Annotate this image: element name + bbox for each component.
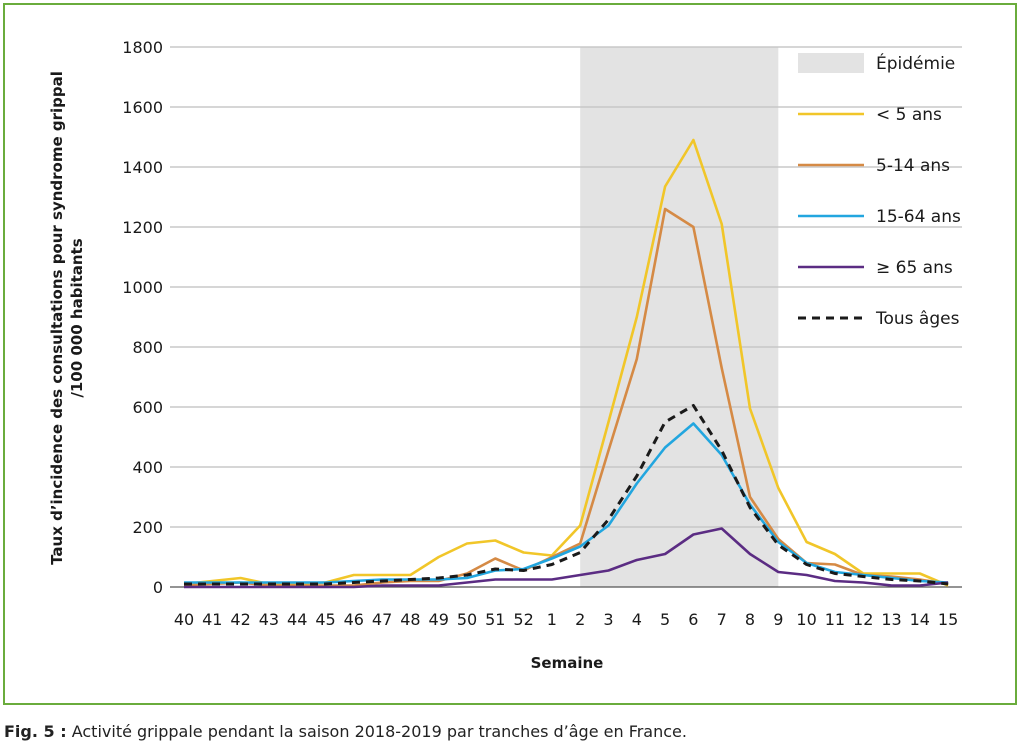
x-tick-label: 40 [174, 610, 194, 629]
figure-caption: Fig. 5 : Activité grippale pendant la sa… [4, 722, 687, 741]
x-tick-label: 10 [796, 610, 816, 629]
legend-label: Tous âges [875, 309, 960, 329]
series-line [183, 138, 949, 587]
y-tick-label: 0 [153, 578, 163, 597]
x-tick-label: 6 [688, 610, 698, 629]
x-tick-label: 41 [202, 610, 222, 629]
x-tick-label: 11 [825, 610, 845, 629]
legend-label: 15-64 ans [876, 207, 961, 227]
x-tick-label: 3 [603, 610, 613, 629]
y-tick-label: 200 [132, 518, 163, 537]
x-tick-label: 13 [881, 610, 901, 629]
y-tick-label: 1200 [122, 218, 163, 237]
x-tick-label: 51 [485, 610, 505, 629]
x-tick-label: 46 [344, 610, 364, 629]
x-tick-label: 12 [853, 610, 873, 629]
y-tick-label: 1600 [122, 98, 163, 117]
legend-swatch-epidemic [798, 53, 864, 73]
y-tick-label: 1800 [122, 38, 163, 57]
x-tick-label: 47 [372, 610, 392, 629]
series-line [184, 527, 949, 589]
series-line [184, 404, 949, 586]
flu-incidence-chart: 40 41 42 43 44 45 46 47 48 49 50 51 52 1 2 3 4 5 6 7 8 9 10 11 1… [48, 38, 962, 672]
x-axis-label: Semaine [531, 654, 604, 672]
x-tick-label: 14 [910, 610, 930, 629]
caption-text: Activité grippale pendant la saison 2018… [71, 722, 687, 741]
x-tick-label: 49 [429, 610, 449, 629]
y-tick-label: 400 [132, 458, 163, 477]
y-tick-label: 600 [132, 398, 163, 417]
x-tick-label: 44 [287, 610, 307, 629]
x-tick-label: 5 [660, 610, 670, 629]
legend-label: < 5 ans [876, 105, 942, 125]
x-tick-label: 2 [575, 610, 585, 629]
y-tick-label: 1000 [122, 278, 163, 297]
x-tick-label: 50 [457, 610, 477, 629]
caption-label: Fig. 5 : [4, 722, 67, 741]
y-axis-label-unit: /100 000 habitants [68, 238, 86, 397]
x-tick-label: 45 [315, 610, 335, 629]
x-tick-label: 42 [230, 610, 250, 629]
series-line [183, 207, 949, 587]
legend-label-epidemic: Épidémie [876, 52, 955, 74]
x-tick-label: 15 [938, 610, 958, 629]
legend-label: ≥ 65 ans [876, 258, 953, 278]
y-tick-label: 800 [132, 338, 163, 357]
x-tick-label: 48 [400, 610, 420, 629]
y-tick-label: 1400 [122, 158, 163, 177]
x-tick-label: 9 [773, 610, 783, 629]
x-tick-label: 43 [259, 610, 279, 629]
x-tick-label: 7 [717, 610, 727, 629]
x-tick-label: 4 [632, 610, 642, 629]
legend-label: 5-14 ans [876, 156, 950, 176]
figure-frame [3, 3, 1017, 705]
x-tick-label: 1 [547, 610, 557, 629]
x-tick-label: 52 [513, 610, 533, 629]
y-axis-label: Taux d’incidence des consultations pour … [48, 71, 66, 565]
x-tick-label: 8 [745, 610, 755, 629]
